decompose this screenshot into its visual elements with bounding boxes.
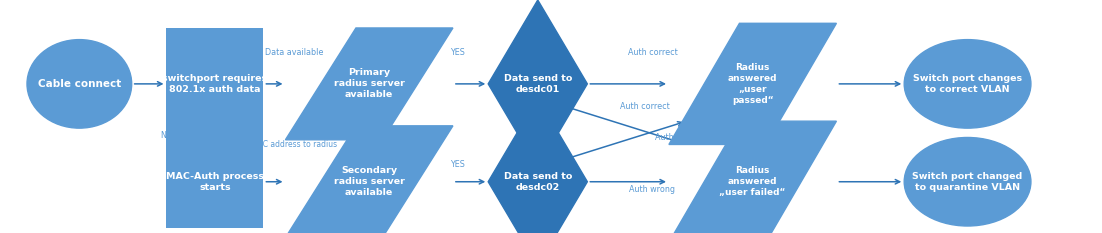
Text: Cable connect: Cable connect <box>37 79 121 89</box>
Text: MAC-Auth process
starts: MAC-Auth process starts <box>166 172 263 192</box>
Text: Auth wrong: Auth wrong <box>655 133 701 142</box>
Text: YES: YES <box>450 48 465 57</box>
Text: Switch port changed
to quarantine VLAN: Switch port changed to quarantine VLAN <box>912 172 1023 192</box>
Text: Auth wrong: Auth wrong <box>629 185 676 194</box>
FancyBboxPatch shape <box>166 135 263 228</box>
Text: YES: YES <box>450 160 465 169</box>
Text: Data send to
desdc01: Data send to desdc01 <box>504 74 572 94</box>
Text: MAC address to radius: MAC address to radius <box>251 140 337 149</box>
Text: Primary
radius server
available: Primary radius server available <box>334 68 404 99</box>
Polygon shape <box>285 126 453 233</box>
Polygon shape <box>669 23 836 144</box>
Ellipse shape <box>26 40 132 128</box>
Polygon shape <box>285 28 453 140</box>
Text: Switch port changes
to correct VLAN: Switch port changes to correct VLAN <box>912 74 1023 94</box>
Text: Data send to
desdc02: Data send to desdc02 <box>504 172 572 192</box>
Polygon shape <box>669 121 836 233</box>
Text: Radius
answered
„user
passed“: Radius answered „user passed“ <box>728 63 777 105</box>
Text: Auth correct: Auth correct <box>619 102 670 110</box>
Text: Auth correct: Auth correct <box>627 48 678 57</box>
Text: NO: NO <box>374 131 387 140</box>
Polygon shape <box>488 98 587 233</box>
Ellipse shape <box>904 137 1031 226</box>
Polygon shape <box>488 0 587 168</box>
Text: Data available: Data available <box>266 48 323 57</box>
Text: No data: No data <box>161 131 192 140</box>
Text: Secondary
radius server
available: Secondary radius server available <box>334 166 404 197</box>
Text: switchport requires
802.1x auth data: switchport requires 802.1x auth data <box>162 74 268 94</box>
FancyBboxPatch shape <box>166 28 263 140</box>
Ellipse shape <box>904 40 1031 128</box>
Text: Radius
answered
„user failed“: Radius answered „user failed“ <box>720 166 786 197</box>
